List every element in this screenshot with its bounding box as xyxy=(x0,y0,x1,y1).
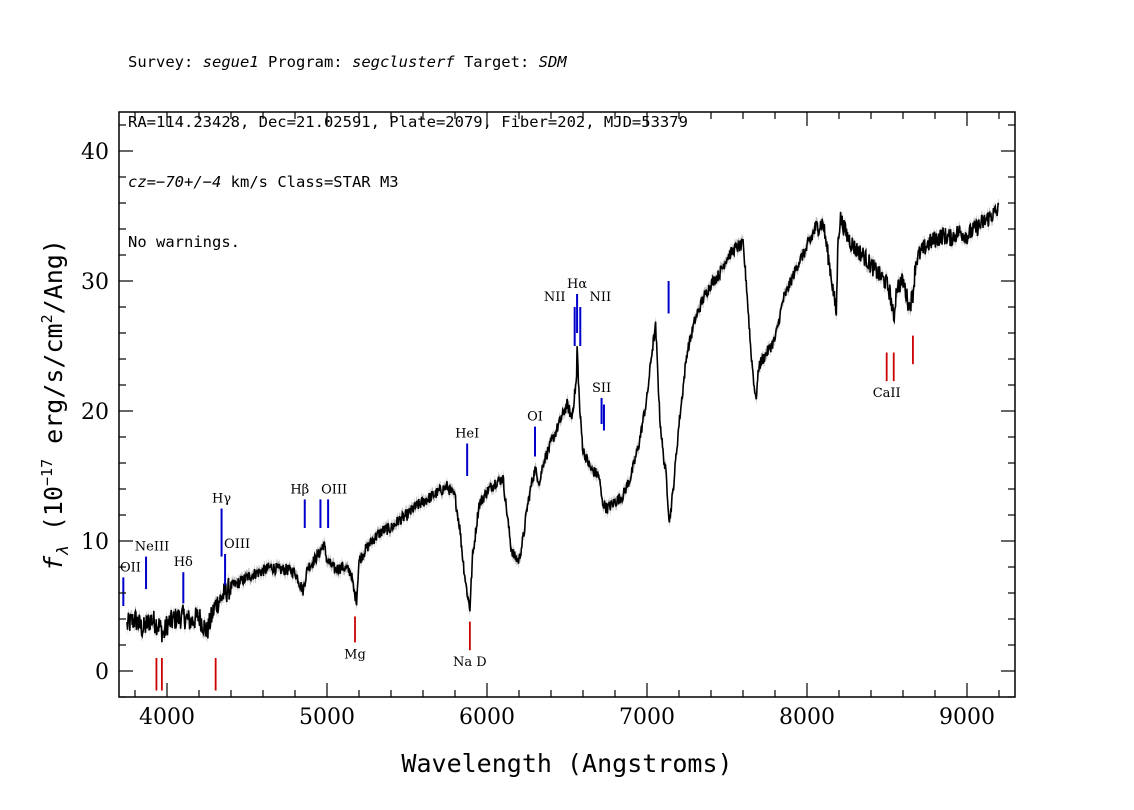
emission-line-label: Hα xyxy=(567,277,587,292)
y-axis-title-lambda: λ xyxy=(53,546,72,556)
plot-frame xyxy=(118,111,1016,698)
emission-line-label: Hγ xyxy=(212,492,231,507)
emission-line-label: OIII xyxy=(224,537,250,552)
x-tick-label: 5000 xyxy=(299,705,355,730)
emission-line-label: OIII xyxy=(321,482,347,497)
spectrum-header: Survey: segue1 Program: segclusterf Targ… xyxy=(128,12,688,272)
spectrum-error-band xyxy=(127,197,999,648)
y-tick-label: 20 xyxy=(81,400,109,425)
y-axis-title-units: erg/s/cm xyxy=(39,323,68,458)
y-axis-title-sq: 2 xyxy=(38,314,56,323)
header-line-redshift: cz=−70+/−4 km/s Class=STAR M3 xyxy=(128,172,688,192)
y-tick-label: 0 xyxy=(95,660,109,685)
absorption-line-label: CaII xyxy=(873,386,901,401)
emission-line-label: NII xyxy=(589,290,611,305)
y-axis-title-f: f xyxy=(39,555,68,571)
header-class-value: km/s Class=STAR M3 xyxy=(221,173,399,191)
x-tick-label: 9000 xyxy=(939,705,995,730)
absorption-line-label: Mg xyxy=(344,647,366,662)
y-axis-title-open: (10 xyxy=(39,486,68,546)
y-axis-title: fλ (10−17 erg/s/cm2/Ang) xyxy=(38,239,72,571)
absorption-line-label: Na D xyxy=(453,655,487,670)
emission-line-label: Hβ xyxy=(290,482,309,497)
y-axis-title-exp: −17 xyxy=(38,459,56,486)
spectrum-line xyxy=(126,202,1000,643)
x-tick-label: 7000 xyxy=(619,705,675,730)
y-tick-label: 40 xyxy=(81,140,109,165)
x-axis-title: Wavelength (Angstroms) xyxy=(401,749,732,778)
emission-line-label: HeI xyxy=(455,427,479,442)
header-survey-label: Survey: xyxy=(128,53,203,71)
y-tick-label: 30 xyxy=(81,270,109,295)
emission-line-label: NeIII xyxy=(135,540,169,555)
header-line-warnings: No warnings. xyxy=(128,233,240,251)
header-cz-value: cz=−70+/−4 xyxy=(128,173,222,191)
y-axis-title-close: /Ang) xyxy=(39,239,68,314)
emission-line-label: SII xyxy=(592,381,611,396)
header-line-coordinates: RA=114.23428, Dec=21.02591, Plate=2079, … xyxy=(128,113,688,131)
x-tick-label: 8000 xyxy=(779,705,835,730)
x-tick-label: 6000 xyxy=(459,705,515,730)
header-program-value: segclusterf xyxy=(351,53,455,71)
emission-line-label: Hδ xyxy=(174,555,193,570)
x-tick-label: 4000 xyxy=(139,705,195,730)
header-survey-value: segue1 xyxy=(202,53,259,71)
y-tick-label: 10 xyxy=(81,530,109,555)
header-target-label: Target: xyxy=(454,53,539,71)
header-program-label: Program: xyxy=(258,53,352,71)
header-target-value: SDM xyxy=(538,53,567,71)
emission-line-label: OI xyxy=(527,410,543,425)
header-line-survey: Survey: segue1 Program: segclusterf Targ… xyxy=(128,52,688,72)
emission-line-label: OII xyxy=(120,560,141,575)
emission-line-label: NII xyxy=(544,290,566,305)
